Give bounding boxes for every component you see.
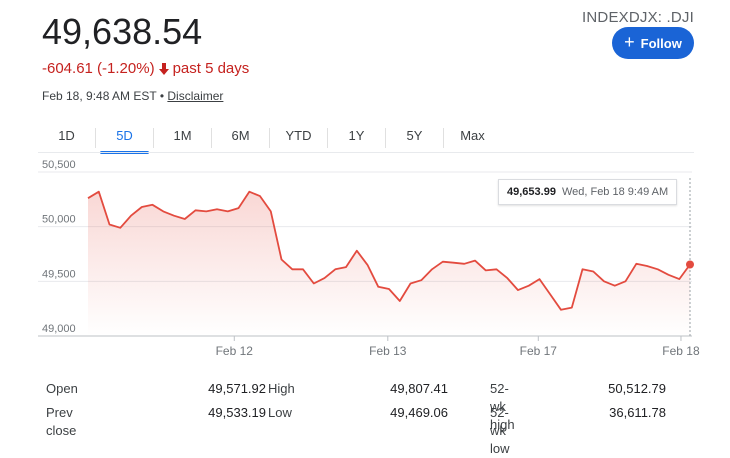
tab-divider [153, 128, 154, 148]
range-tabs: 1D 5D 1M 6M YTD 1Y 5Y Max [38, 124, 501, 154]
x-tick-label: Feb 12 [216, 344, 254, 358]
tab-ytd[interactable]: YTD [285, 128, 312, 143]
low-label: Low [268, 405, 292, 420]
down-arrow-icon [158, 62, 169, 75]
x-axis: Feb 12 Feb 13 Feb 17 Feb 18 [216, 336, 700, 358]
tab-divider [211, 128, 212, 148]
y-axis: 50,500 50,000 49,500 49,000 [42, 160, 76, 335]
tab-1d[interactable]: 1D [58, 128, 75, 143]
current-price: 49,638.54 [42, 11, 203, 52]
open-value: 49,571.92 [208, 381, 266, 396]
tab-6m[interactable]: 6M [231, 128, 250, 143]
price-change: -604.61 (-1.20%) past 5 days [42, 60, 249, 77]
chart-tooltip: 49,653.99 Wed, Feb 18 9:49 AM [498, 179, 678, 205]
prev-close-value: 49,533.19 [208, 405, 266, 420]
52wk-low-value: 36,611.78 [609, 405, 666, 420]
high-label: High [268, 381, 295, 396]
change-period: past 5 days [172, 60, 250, 77]
meta-separator: • [156, 89, 168, 103]
tab-divider [385, 128, 386, 148]
prev-close-label: Prev close [46, 405, 77, 438]
follow-label: Follow [640, 35, 682, 51]
price-line [87, 190, 691, 311]
tab-max[interactable]: Max [460, 128, 485, 143]
open-label: Open [46, 381, 78, 396]
y-tick-label: 50,500 [42, 160, 76, 171]
hover-point [686, 260, 694, 269]
tab-divider [443, 128, 444, 148]
x-tick-label: Feb 13 [369, 344, 407, 358]
tab-1m[interactable]: 1M [173, 128, 192, 143]
52wk-low-label: 52-wk low [490, 405, 510, 456]
tab-5d[interactable]: 5D [96, 124, 153, 154]
52wk-high-label: 52-wk high [490, 381, 515, 432]
tooltip-date: Wed, Feb 18 9:49 AM [561, 186, 669, 198]
x-tick-label: Feb 17 [520, 344, 558, 358]
ticker-symbol: INDEXDJX: .DJI [582, 9, 694, 26]
tooltip-value: 49,653.99 [507, 186, 556, 198]
x-tick-label: Feb 18 [662, 344, 700, 358]
y-tick-label: 49,500 [42, 268, 76, 280]
tab-divider [327, 128, 328, 148]
high-value: 49,807.41 [390, 381, 448, 396]
tab-divider [95, 128, 96, 148]
quote-timestamp: Feb 18, 9:48 AM EST [42, 89, 157, 103]
disclaimer-link[interactable]: Disclaimer [167, 89, 224, 103]
change-amount: -604.61 (-1.20%) [42, 60, 155, 77]
follow-button[interactable]: + Follow [612, 27, 694, 59]
quote-meta: Feb 18, 9:48 AM EST • Disclaimer [42, 89, 223, 103]
tabs-underline [38, 152, 694, 153]
tab-5y[interactable]: 5Y [406, 128, 423, 143]
plus-icon: + [624, 32, 635, 52]
tab-divider [269, 128, 270, 148]
price-area-fill [88, 191, 690, 336]
tab-1y[interactable]: 1Y [348, 128, 365, 143]
y-tick-label: 49,000 [42, 323, 76, 335]
y-tick-label: 50,000 [42, 214, 76, 226]
52wk-high-value: 50,512.79 [608, 381, 666, 396]
low-value: 49,469.06 [390, 405, 448, 420]
